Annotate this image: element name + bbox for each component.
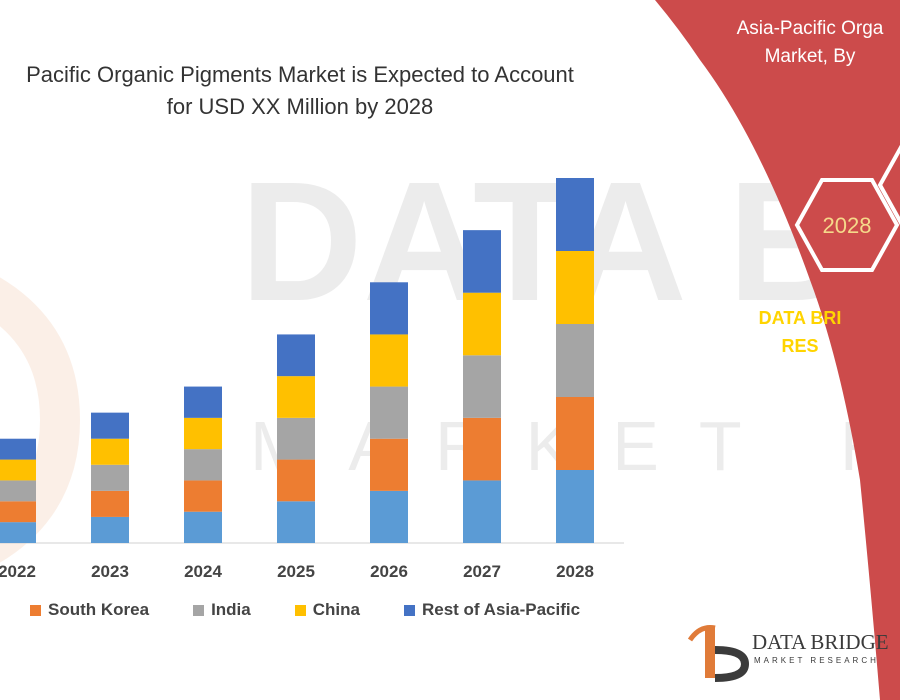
bar-segment-2023-3 [91, 438, 129, 465]
legend-swatch [294, 604, 306, 616]
bar-segment-2026-1 [370, 438, 408, 491]
bar-segment-2024-1 [184, 480, 222, 512]
hexagon-partial [877, 144, 900, 226]
side-panel-title-line2: Market, By [764, 46, 856, 67]
chart-legend: South Korea India China Rest of Asia-Pacifi… [0, 598, 624, 622]
bar-segment-2025-2 [277, 417, 315, 460]
legend-swatch [30, 604, 41, 616]
legend-item: Rest of Asia-Pacific [403, 600, 581, 620]
bar-segment-2022-3 [0, 459, 36, 481]
bar-segment-2024-3 [184, 417, 222, 450]
bar-segment-2025-3 [277, 376, 315, 418]
legend-label: India [211, 600, 251, 619]
bar-segment-2027-0 [463, 480, 501, 543]
x-tick-label: 2028 [556, 562, 594, 581]
chart-title-line1: Pacific Organic Pigments Market is Expec… [26, 62, 574, 87]
bar-segment-2026-0 [370, 490, 408, 543]
legend-swatch [193, 604, 205, 616]
bar-segment-2024-4 [184, 386, 222, 418]
bar-segment-2027-3 [463, 292, 501, 356]
hexagon-label: 2028 [823, 213, 872, 238]
x-tick-label: 2023 [91, 562, 129, 581]
x-tick-label: 2022 [0, 562, 36, 581]
bar-segment-2025-1 [277, 459, 315, 502]
bar-segment-2023-1 [91, 490, 129, 517]
legend-item: South Korea [30, 600, 149, 620]
x-tick-label: 2024 [184, 562, 222, 581]
legend-swatch [403, 604, 415, 616]
bar-segment-2023-2 [91, 464, 129, 491]
hexagon-2028 [794, 178, 900, 272]
bar-segment-2028-2 [556, 324, 594, 397]
bar-segment-2026-4 [370, 282, 408, 335]
x-tick-label: 2027 [463, 562, 501, 581]
bars-group [0, 178, 594, 543]
bar-segment-2028-1 [556, 397, 594, 470]
side-panel [655, 0, 900, 700]
bar-segment-2024-0 [184, 511, 222, 543]
logo-subtitle: MARKET RESEARCH [754, 656, 879, 665]
bar-segment-2024-2 [184, 449, 222, 481]
bar-segment-2023-0 [91, 516, 129, 543]
bar-segment-2026-3 [370, 334, 408, 387]
bar-segment-2027-1 [463, 417, 501, 481]
side-panel-title-line1: Asia-Pacific Orga [736, 18, 884, 39]
legend-label: China [312, 600, 360, 619]
x-tick-label: 2025 [277, 562, 315, 581]
bar-segment-2025-4 [277, 334, 315, 377]
bar-segment-2025-0 [277, 501, 315, 543]
legend-label: Rest of Asia-Pacific [421, 600, 581, 619]
bar-segment-2022-0 [0, 522, 36, 543]
x-tick-labels: 2022 2023 2024 2025 2026 2027 2028 [0, 562, 594, 581]
bar-segment-2027-4 [463, 230, 501, 293]
legend-item: China [294, 600, 360, 620]
x-tick-label: 2026 [370, 562, 408, 581]
bar-segment-2022-4 [0, 438, 36, 460]
bar-segment-2022-1 [0, 501, 36, 523]
bar-segment-2026-2 [370, 386, 408, 439]
bar-segment-2023-4 [91, 412, 129, 439]
bar-segment-2028-0 [556, 470, 594, 543]
legend-label: South Korea [48, 600, 150, 619]
logo-name: DATA BRIDGE [752, 630, 889, 654]
legend-item: India [193, 600, 251, 620]
chart-title-line2: for USD XX Million by 2028 [166, 94, 434, 119]
bar-segment-2027-2 [463, 355, 501, 418]
side-panel-brand-line1: DATA BRI [758, 308, 842, 328]
bar-segment-2028-3 [556, 251, 594, 324]
bar-segment-2028-4 [556, 178, 594, 251]
side-panel-brand-line2: RES [781, 336, 819, 356]
bar-segment-2022-2 [0, 480, 36, 502]
data-bridge-logo-icon [687, 625, 750, 682]
